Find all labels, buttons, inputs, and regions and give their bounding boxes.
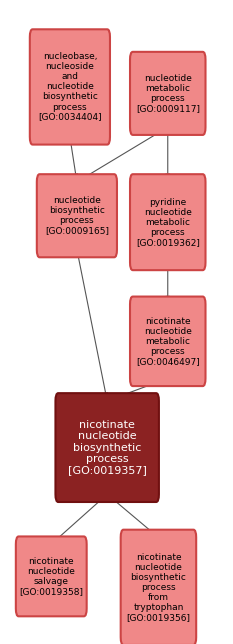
Text: nucleotide
biosynthetic
process
[GO:0009165]: nucleotide biosynthetic process [GO:0009… bbox=[45, 196, 109, 235]
FancyBboxPatch shape bbox=[16, 536, 87, 616]
FancyBboxPatch shape bbox=[121, 529, 196, 644]
FancyBboxPatch shape bbox=[130, 296, 206, 386]
Text: nicotinate
nucleotide
metabolic
process
[GO:0046497]: nicotinate nucleotide metabolic process … bbox=[136, 317, 200, 366]
Text: nicotinate
nucleotide
biosynthetic
process
from
tryptophan
[GO:0019356]: nicotinate nucleotide biosynthetic proce… bbox=[127, 553, 190, 622]
FancyBboxPatch shape bbox=[37, 175, 117, 257]
FancyBboxPatch shape bbox=[55, 393, 159, 502]
Text: nicotinate
nucleotide
biosynthetic
process
[GO:0019357]: nicotinate nucleotide biosynthetic proce… bbox=[68, 420, 147, 475]
Text: nicotinate
nucleotide
salvage
[GO:0019358]: nicotinate nucleotide salvage [GO:001935… bbox=[19, 557, 83, 596]
Text: nucleobase,
nucleoside
and
nucleotide
biosynthetic
process
[GO:0034404]: nucleobase, nucleoside and nucleotide bi… bbox=[38, 52, 102, 122]
Text: nucleotide
metabolic
process
[GO:0009117]: nucleotide metabolic process [GO:0009117… bbox=[136, 74, 200, 113]
FancyBboxPatch shape bbox=[30, 30, 110, 145]
FancyBboxPatch shape bbox=[130, 52, 206, 135]
Text: pyridine
nucleotide
metabolic
process
[GO:0019362]: pyridine nucleotide metabolic process [G… bbox=[136, 198, 200, 247]
FancyBboxPatch shape bbox=[130, 175, 206, 270]
